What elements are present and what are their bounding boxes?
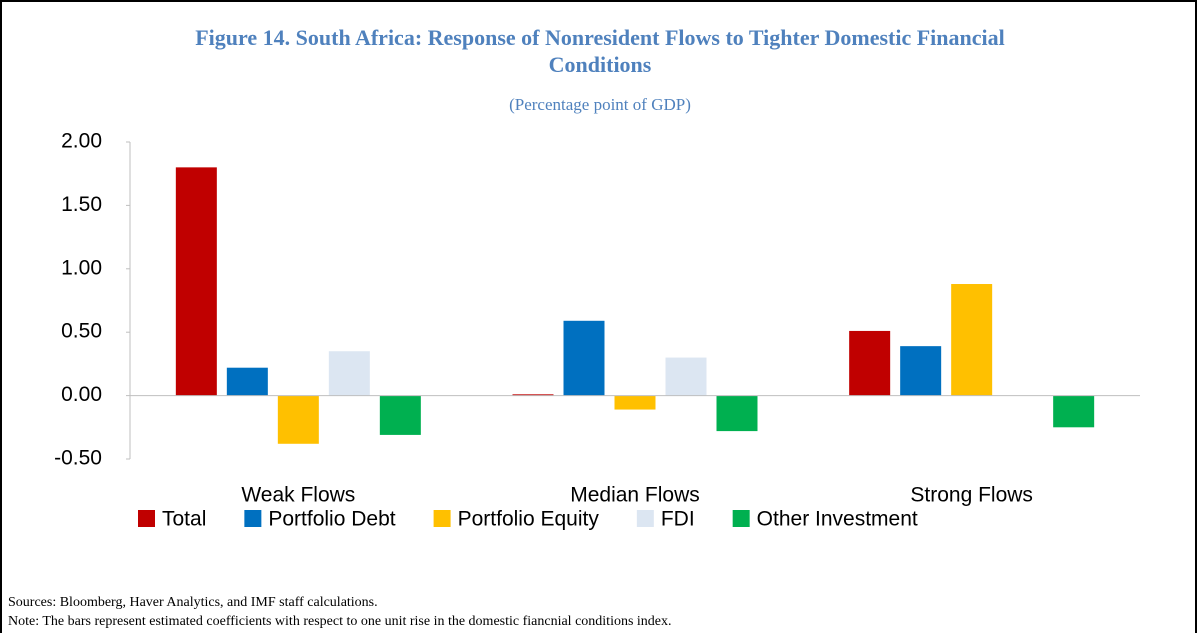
y-tick-label: 1.50 — [61, 193, 102, 216]
bar — [900, 346, 942, 396]
bar — [849, 330, 891, 396]
legend-label: Other Investment — [757, 508, 918, 531]
y-tick-label: 0.00 — [61, 383, 102, 406]
bar — [716, 395, 758, 432]
legend-label: Total — [162, 508, 206, 531]
bar — [512, 394, 554, 396]
legend-swatch — [636, 510, 654, 527]
chart-subtitle: (Percentage point of GDP) — [509, 95, 691, 114]
bar — [328, 351, 370, 396]
x-tick-label: Median Flows — [570, 484, 700, 507]
bar — [665, 357, 707, 396]
bar — [379, 395, 421, 435]
legend-label: Portfolio Equity — [458, 508, 600, 531]
legend-label: FDI — [661, 508, 695, 531]
legend-swatch — [732, 510, 750, 527]
bar — [563, 320, 605, 396]
x-tick-label: Strong Flows — [910, 484, 1033, 507]
bar — [1053, 395, 1095, 428]
bar — [175, 167, 217, 396]
legend-label: Portfolio Debt — [268, 508, 395, 531]
y-tick-label: 0.50 — [61, 320, 102, 343]
note: Note: The bars represent estimated coeff… — [8, 614, 672, 629]
legend-swatch — [138, 510, 155, 527]
chart-title: Figure 14. South Africa: Response of Non… — [195, 25, 1005, 77]
bar — [226, 367, 268, 396]
y-tick-label: 2.00 — [61, 130, 102, 153]
legend-swatch — [244, 510, 262, 527]
bar — [277, 395, 319, 444]
x-tick-label: Weak Flows — [241, 484, 355, 507]
note: Sources: Bloomberg, Haver Analytics, and… — [8, 595, 378, 610]
legend-swatch — [433, 510, 451, 527]
bar — [951, 284, 993, 396]
bar — [614, 395, 656, 410]
y-tick-label: 1.00 — [61, 256, 102, 279]
y-tick-label: -0.50 — [54, 447, 102, 470]
